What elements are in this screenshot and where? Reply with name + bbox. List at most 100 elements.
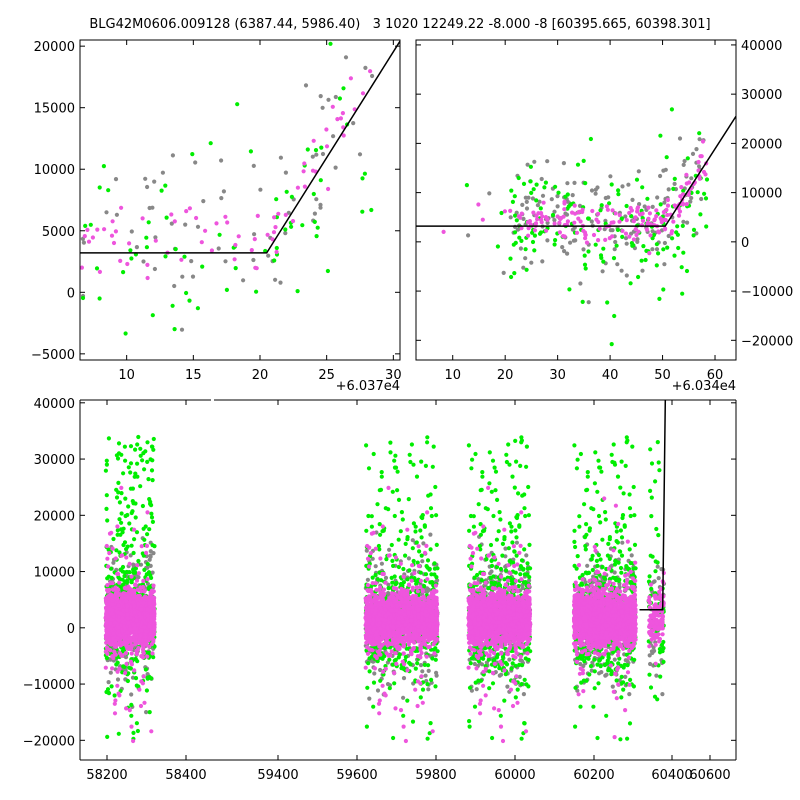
- green-point: [534, 198, 539, 203]
- green-point: [135, 728, 140, 734]
- grey-point: [521, 265, 526, 270]
- green-point: [124, 578, 130, 583]
- green-point: [122, 573, 127, 579]
- green-point: [419, 459, 424, 464]
- green-point: [405, 537, 410, 542]
- green-point: [130, 509, 135, 514]
- magenta-point: [134, 627, 139, 632]
- magenta-point: [132, 603, 137, 609]
- green-point: [289, 224, 294, 229]
- magenta-point: [141, 600, 146, 606]
- green-point: [581, 158, 586, 163]
- green-point: [428, 492, 433, 497]
- y-tick-label: −20000: [741, 334, 793, 349]
- green-point: [396, 497, 402, 502]
- grey-point: [129, 692, 134, 697]
- magenta-point: [150, 589, 155, 595]
- green-point: [364, 443, 369, 448]
- model-curve: [80, 40, 400, 254]
- grey-point: [134, 245, 139, 250]
- green-point: [143, 449, 148, 454]
- green-point: [634, 177, 640, 182]
- magenta-point: [535, 217, 540, 222]
- grey-point: [420, 559, 425, 564]
- green-point: [685, 156, 690, 161]
- green-point: [599, 203, 604, 208]
- grey-point: [688, 199, 693, 204]
- green-point: [134, 530, 140, 535]
- green-point: [563, 194, 568, 199]
- green-point: [425, 440, 430, 445]
- magenta-point: [272, 215, 277, 220]
- magenta-point: [113, 698, 118, 703]
- x-tick-label: 20: [497, 368, 514, 383]
- magenta-point: [270, 237, 275, 242]
- grey-point: [661, 168, 666, 173]
- grey-point: [283, 231, 288, 236]
- magenta-point: [209, 248, 214, 253]
- magenta-point: [123, 651, 129, 656]
- grey-point: [111, 560, 116, 565]
- magenta-point: [104, 635, 109, 640]
- magenta-point: [634, 232, 639, 238]
- green-point: [121, 471, 126, 476]
- grey-point: [141, 259, 146, 264]
- green-point: [325, 268, 330, 274]
- green-point: [300, 223, 305, 228]
- green-point: [364, 724, 369, 729]
- green-point: [129, 702, 134, 708]
- green-point: [639, 258, 644, 263]
- grey-point: [128, 553, 133, 558]
- magenta-point: [276, 211, 281, 216]
- green-point: [295, 289, 300, 294]
- magenta-point: [559, 215, 564, 221]
- magenta-point: [184, 209, 189, 214]
- magenta-point: [633, 215, 638, 220]
- magenta-point: [145, 262, 150, 267]
- green-point: [106, 436, 111, 441]
- grey-point: [283, 170, 288, 175]
- green-point: [567, 287, 572, 292]
- green-point: [399, 509, 404, 515]
- grey-point: [104, 210, 109, 215]
- green-point: [378, 487, 384, 492]
- magenta-point: [152, 608, 157, 613]
- green-point: [115, 456, 121, 461]
- green-point: [624, 203, 629, 209]
- magenta-point: [194, 215, 199, 221]
- magenta-point: [640, 218, 646, 223]
- green-point: [553, 238, 558, 243]
- grey-point: [355, 25, 359, 29]
- magenta-point: [121, 592, 127, 597]
- magenta-point: [141, 674, 146, 679]
- magenta-point: [684, 181, 689, 186]
- green-point: [425, 435, 430, 440]
- magenta-point: [116, 618, 121, 623]
- green-point: [542, 185, 547, 190]
- grey-point: [241, 278, 246, 283]
- magenta-point: [112, 711, 118, 716]
- magenta-point: [113, 638, 118, 643]
- magenta-point: [562, 199, 567, 204]
- green-point: [644, 248, 649, 253]
- green-point: [112, 693, 117, 698]
- magenta-point: [665, 203, 671, 208]
- grey-point: [318, 205, 323, 210]
- magenta-point: [103, 665, 108, 670]
- green-point: [172, 327, 177, 332]
- magenta-point: [679, 185, 684, 190]
- magenta-point: [145, 654, 150, 659]
- magenta-point: [108, 621, 113, 626]
- magenta-point: [607, 236, 612, 241]
- grey-point: [278, 280, 283, 285]
- magenta-point: [253, 265, 258, 270]
- magenta-point: [233, 242, 238, 248]
- grey-point: [555, 204, 560, 209]
- grey-point: [266, 253, 271, 258]
- grey-point: [650, 204, 655, 209]
- grey-point: [314, 197, 319, 202]
- grey-point: [172, 283, 177, 289]
- grey-point: [114, 212, 119, 217]
- grey-point: [608, 174, 613, 179]
- green-point: [645, 196, 650, 201]
